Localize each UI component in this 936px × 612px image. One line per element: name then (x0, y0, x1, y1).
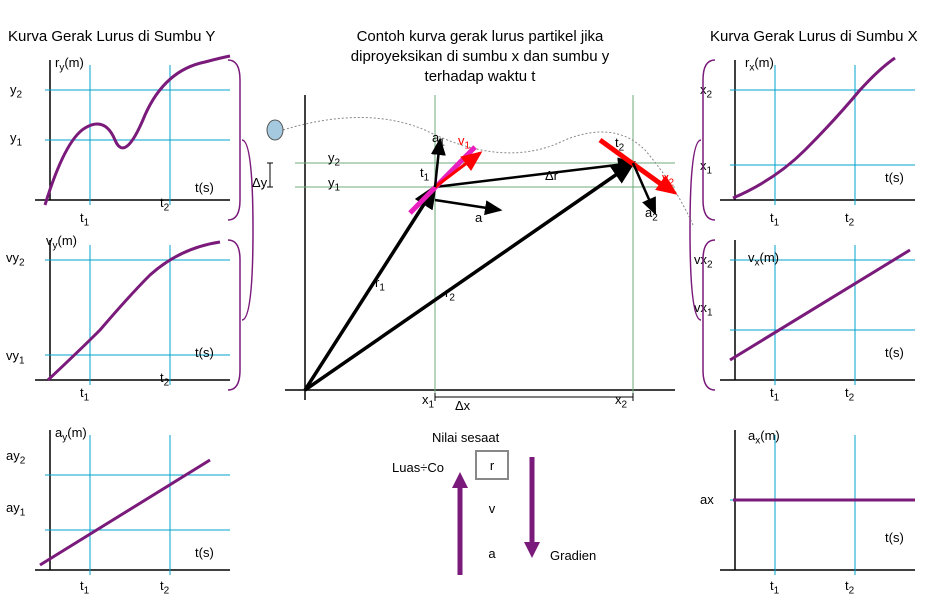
label-nilai: Nilai sesaat (432, 430, 499, 445)
label-vy1: vy1 (6, 348, 25, 367)
label-vy-t2: t2 (160, 370, 169, 389)
box-a: a (475, 540, 509, 570)
chart-vy (30, 230, 250, 410)
label-v2: v2 (662, 170, 674, 189)
label-ax-t2: t2 (845, 578, 854, 597)
label-t2: t2 (615, 135, 624, 154)
box-v: v (475, 495, 509, 525)
label-rx-axis: rx(m) (745, 55, 774, 74)
label-a2: a2 (645, 205, 658, 224)
label-ry-ts: t(s) (195, 180, 214, 195)
label-gradien: Gradien (550, 548, 596, 563)
label-vx-axis: vx(m) (748, 250, 779, 269)
label-ax-ts: t(s) (885, 530, 904, 545)
label-r1: r1 (375, 275, 385, 294)
label-ax-t1: t1 (770, 578, 779, 597)
label-c-x2: x2 (615, 392, 627, 411)
label-vx-ts: t(s) (885, 345, 904, 360)
label-vy-ts: t(s) (195, 345, 214, 360)
label-dx: Δx (455, 398, 470, 413)
chart-rx (715, 50, 935, 230)
chart-ay (30, 420, 250, 600)
center-diagram (265, 95, 695, 425)
chart-ry (30, 50, 250, 230)
bracket-left (225, 50, 255, 610)
label-vx-t2: t2 (845, 385, 854, 404)
label-dy: Δy (252, 175, 267, 190)
box-r: r (475, 450, 509, 480)
label-ay1: ay1 (6, 500, 25, 519)
title-center-l1: Contoh kurva gerak lurus partikel jika (300, 28, 660, 45)
label-c-y2: y2 (328, 150, 340, 169)
label-ax-axis: ax(m) (748, 428, 780, 447)
label-vy2: vy2 (6, 250, 25, 269)
label-c-y1: y1 (328, 175, 340, 194)
label-a1: a1 (432, 130, 445, 149)
label-rx-ts: t(s) (885, 170, 904, 185)
label-c-x1: x1 (422, 392, 434, 411)
label-dr: Δr (545, 168, 558, 183)
label-ry-t2: t2 (160, 195, 169, 214)
label-r2: r2 (445, 285, 455, 304)
label-vy-t1: t1 (80, 385, 89, 404)
label-ay-ts: t(s) (195, 545, 214, 560)
arrow-down-icon (520, 452, 550, 562)
label-v1: v1 (458, 133, 470, 152)
label-ay-axis: ay(m) (55, 425, 87, 444)
arrow-up-icon (448, 470, 478, 580)
label-ry-axis: ry(m) (55, 55, 84, 74)
label-rx-t2: t2 (845, 210, 854, 229)
label-ay-t2: t2 (160, 578, 169, 597)
title-left: Kurva Gerak Lurus di Sumbu Y (8, 28, 215, 45)
label-vy-axis: vy(m) (46, 233, 77, 252)
title-right: Kurva Gerak Lurus di Sumbu X (710, 28, 918, 45)
label-vx-t1: t1 (770, 385, 779, 404)
label-t1: t1 (420, 165, 429, 184)
label-ay-t1: t1 (80, 578, 89, 597)
label-ry-t1: t1 (80, 210, 89, 229)
chart-ax (715, 420, 935, 600)
label-a: a (475, 210, 482, 225)
label-ay2: ay2 (6, 448, 25, 467)
label-rx-t1: t1 (770, 210, 779, 229)
title-center-l2: diproyeksikan di sumbu x dan sumbu y (300, 48, 660, 65)
label-y2: y2 (10, 82, 22, 101)
label-luas: Luas÷Co (392, 460, 444, 475)
label-y1: y1 (10, 130, 22, 149)
title-center-l3: terhadap waktu t (300, 68, 660, 85)
